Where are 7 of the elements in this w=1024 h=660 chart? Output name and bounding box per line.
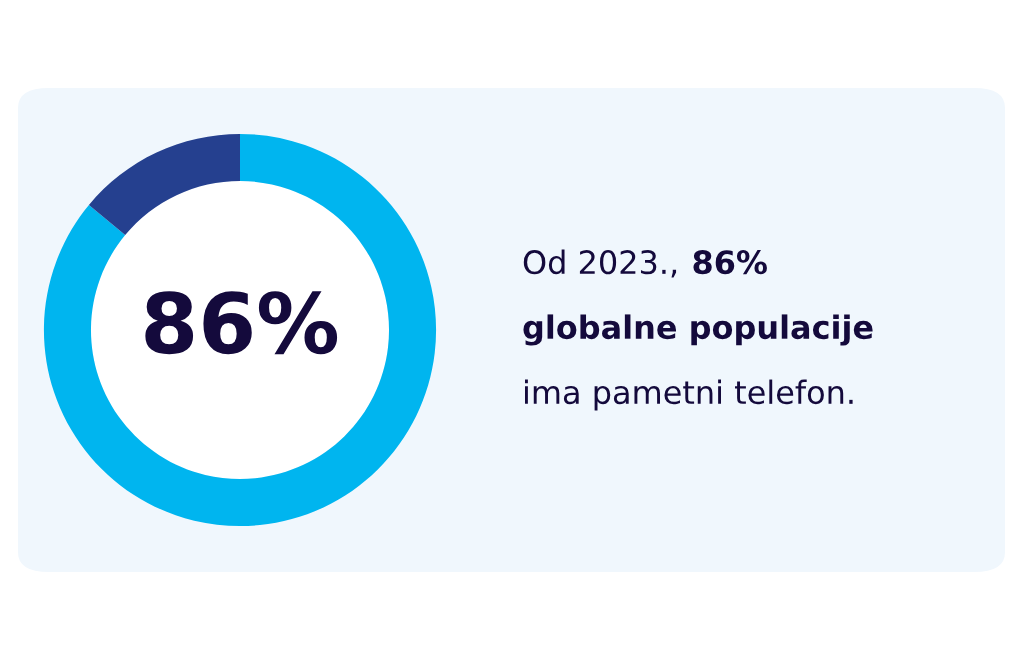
text: ima pametni telefon.	[525, 379, 853, 411]
text: globalne populacije	[523, 314, 873, 346]
donut-slice	[88, 133, 240, 236]
data-label: 86%	[145, 291, 338, 355]
donut-slice	[43, 133, 437, 527]
text: 86%	[693, 250, 767, 275]
text: Od 2023.,	[523, 249, 677, 278]
